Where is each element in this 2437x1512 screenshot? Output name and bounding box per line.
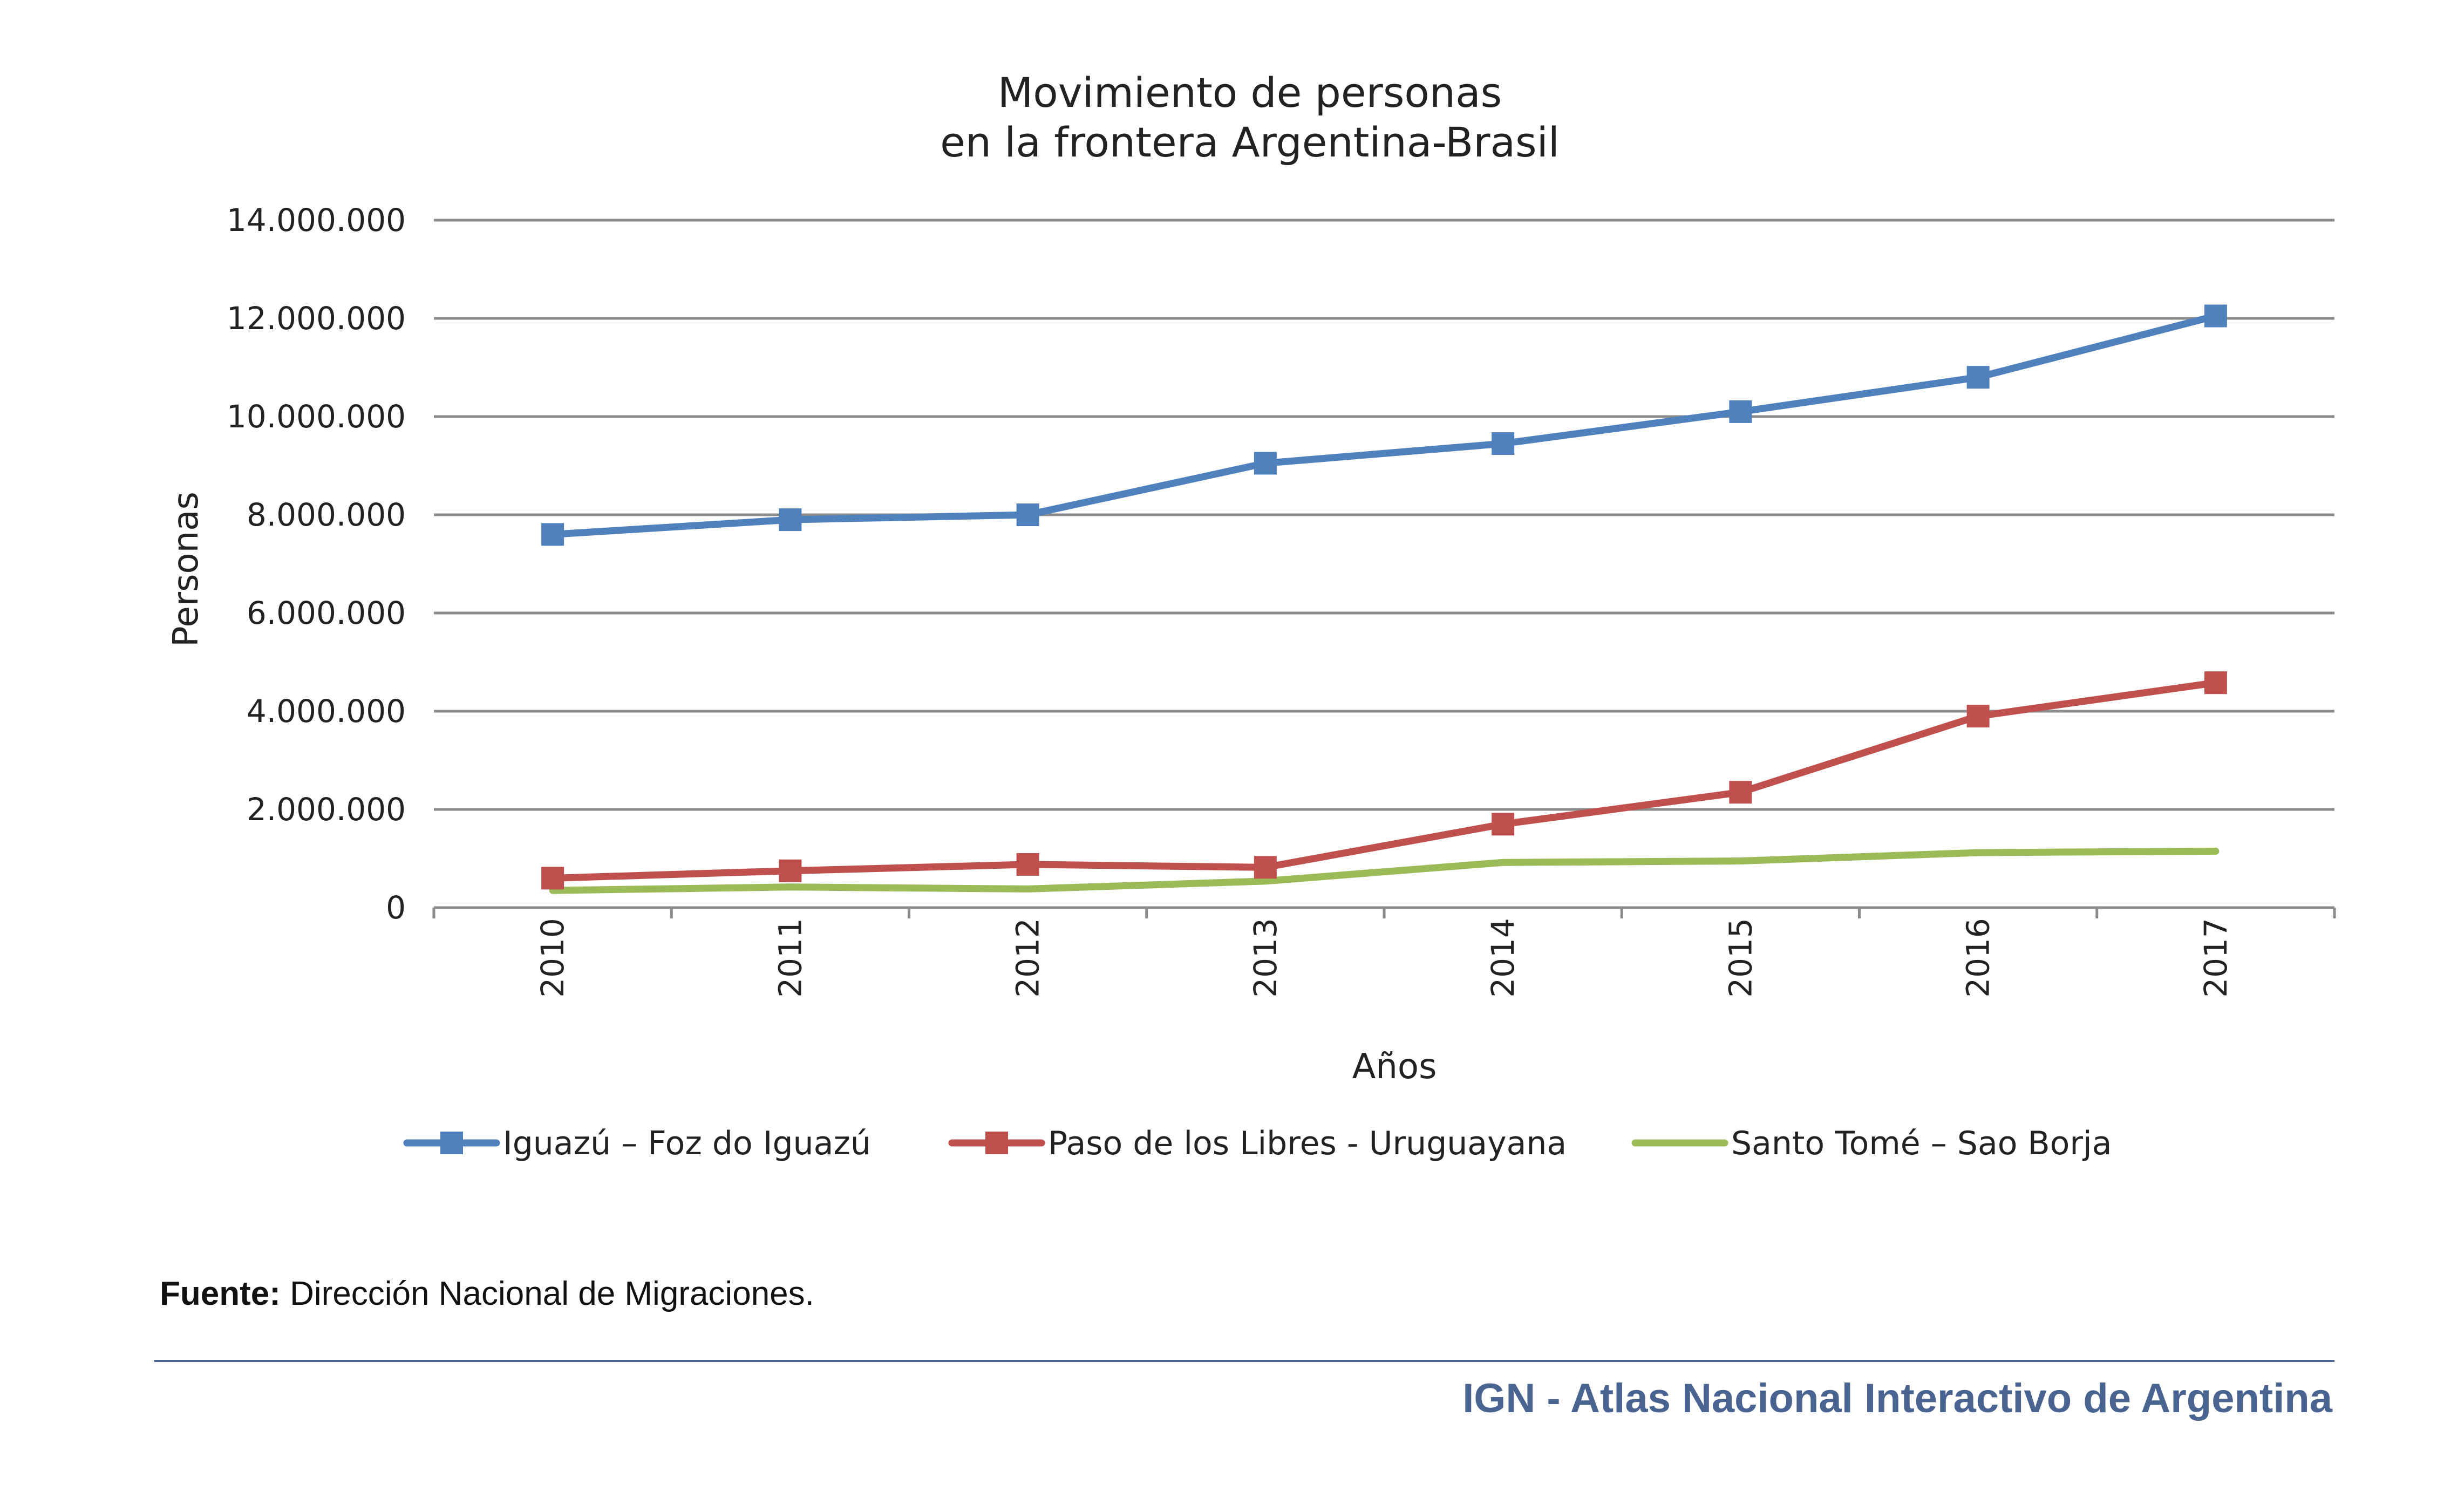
data-point [779, 508, 802, 532]
y-tick-label: 4.000.000 [247, 693, 406, 730]
data-point [1492, 813, 1515, 836]
gridlines [434, 219, 2334, 811]
source-text: Dirección Nacional de Migraciones. [280, 1275, 814, 1312]
data-point [1254, 856, 1277, 879]
data-point [541, 867, 564, 890]
data-point [541, 523, 564, 546]
legend-label: Santo Tomé – Sao Borja [1731, 1125, 2112, 1162]
y-tick-label: 12.000.000 [227, 300, 406, 337]
data-point [1966, 705, 1990, 728]
source-label: Fuente: [160, 1275, 281, 1312]
legend-item: Paso de los Libres - Uruguayana [948, 1125, 1567, 1162]
data-point [1729, 781, 1752, 804]
footer-brand: IGN - Atlas Nacional Interactivo de Arge… [1462, 1375, 2332, 1421]
y-tick-label: 2.000.000 [247, 791, 406, 828]
data-point [1729, 400, 1752, 423]
y-axis-label: Personas [166, 492, 206, 647]
series-line [549, 679, 2220, 882]
data-point [1966, 366, 1990, 389]
footer-divider [154, 1360, 2334, 1362]
x-axis [432, 906, 2336, 918]
x-axis-ticks: 2010 2011 2012 2013 2014 2015 2016 2017 [534, 918, 2234, 998]
x-tick-label: 2010 [534, 918, 571, 998]
data-point [1492, 432, 1515, 455]
legend: Iguazú – Foz do Iguazú Paso de los Libres… [403, 1125, 2112, 1162]
data-point [1016, 503, 1039, 526]
source-note: Fuente: Dirección Nacional de Migracione… [160, 1275, 814, 1313]
chart-title: Movimiento de personas en la frontera Ar… [940, 69, 1560, 166]
x-tick-label: 2013 [1247, 918, 1284, 998]
x-tick-label: 2012 [1010, 918, 1046, 998]
chart-title-line-2: en la frontera Argentina-Brasil [940, 118, 1560, 166]
series-line [549, 312, 2220, 538]
y-tick-label: 6.000.000 [247, 595, 406, 631]
data-point [1016, 853, 1039, 876]
x-tick-label: 2017 [2197, 918, 2234, 998]
series-0 [541, 304, 2227, 546]
legend-label: Iguazú – Foz do Iguazú [503, 1125, 871, 1162]
legend-item: Santo Tomé – Sao Borja [1631, 1125, 2112, 1162]
y-axis-ticks: 0 2.000.000 4.000.000 6.000.000 8.000.000 10.… [227, 202, 406, 926]
series-1 [541, 671, 2227, 890]
data-point [2204, 304, 2227, 328]
x-tick-label: 2016 [1960, 918, 1997, 998]
x-tick-label: 2011 [772, 918, 808, 998]
series-2 [549, 847, 2220, 894]
legend-swatch-marker [985, 1132, 1008, 1154]
legend-item: Iguazú – Foz do Iguazú [403, 1125, 871, 1162]
legend-swatch-marker [440, 1132, 463, 1154]
x-tick-label: 2014 [1485, 918, 1521, 998]
series-layer [541, 304, 2227, 894]
chart-title-line-1: Movimiento de personas [998, 69, 1502, 117]
y-tick-label: 8.000.000 [247, 496, 406, 533]
x-axis-label: Años [1352, 1047, 1437, 1087]
y-tick-label: 14.000.000 [227, 202, 406, 239]
y-tick-label: 10.000.000 [227, 398, 406, 435]
data-point [1254, 452, 1277, 475]
data-point [779, 859, 802, 882]
y-tick-label: 0 [386, 889, 406, 926]
series-line [549, 847, 2220, 894]
legend-label: Paso de los Libres - Uruguayana [1048, 1125, 1567, 1162]
data-point [2204, 671, 2227, 694]
x-tick-label: 2015 [1722, 918, 1759, 998]
